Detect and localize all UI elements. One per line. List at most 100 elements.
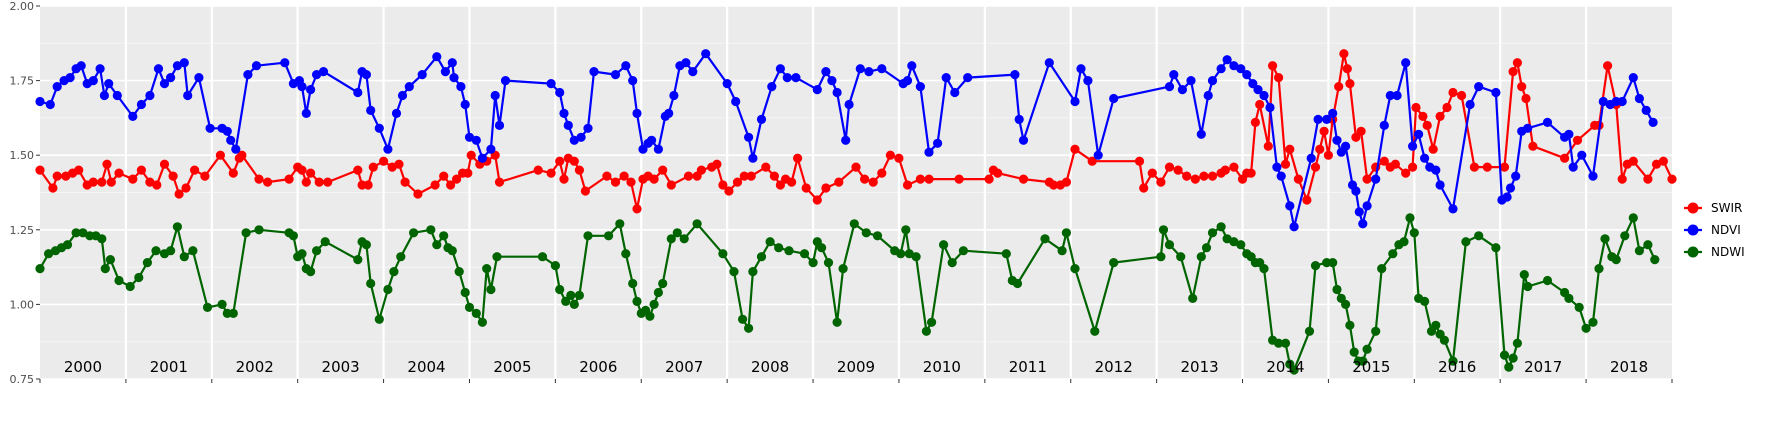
data-point: [555, 156, 565, 166]
data-point: [782, 73, 792, 83]
data-point: [383, 284, 393, 295]
data-point: [1070, 96, 1080, 107]
data-point: [353, 87, 363, 98]
data-point: [368, 162, 378, 172]
data-point: [464, 302, 475, 312]
data-point: [1385, 90, 1395, 101]
data-point: [580, 186, 591, 196]
data-point: [1448, 87, 1458, 98]
data-point: [439, 171, 449, 181]
data-point: [1220, 165, 1230, 175]
data-point: [142, 258, 152, 268]
year-label: 2009: [837, 358, 875, 376]
data-point: [868, 177, 878, 187]
data-point: [683, 171, 694, 181]
data-point: [1508, 67, 1518, 77]
data-point: [821, 67, 831, 77]
data-point: [1617, 174, 1627, 184]
data-point: [1332, 135, 1342, 145]
data-point: [172, 222, 182, 232]
data-point: [1265, 102, 1275, 113]
data-point: [546, 168, 556, 178]
data-point: [153, 64, 164, 74]
data-point: [1323, 150, 1333, 160]
data-point: [1581, 323, 1591, 333]
data-point: [574, 165, 585, 175]
data-point: [44, 249, 54, 259]
data-point: [1428, 144, 1438, 154]
data-point: [645, 311, 655, 321]
data-point: [821, 183, 831, 193]
data-point: [1508, 353, 1518, 363]
data-point: [48, 183, 58, 193]
data-point: [97, 177, 107, 187]
data-point: [383, 144, 393, 154]
data-point: [1302, 195, 1312, 205]
data-point: [1523, 123, 1533, 133]
data-point: [1207, 76, 1218, 86]
data-point: [1250, 117, 1260, 127]
data-point: [1044, 58, 1054, 68]
data-point: [692, 219, 702, 229]
year-label: 2006: [579, 358, 617, 376]
data-point: [297, 249, 307, 259]
data-point: [615, 219, 625, 229]
data-point: [215, 150, 225, 160]
data-point: [1083, 76, 1093, 86]
data-point: [924, 147, 934, 157]
data-point: [1190, 174, 1200, 184]
data-point: [1491, 243, 1501, 253]
data-point: [718, 180, 728, 190]
data-point: [679, 234, 689, 244]
data-point: [181, 183, 191, 193]
data-point: [76, 61, 86, 71]
legend: SWIR NDVI NDWI: [1684, 201, 1745, 259]
data-point: [729, 267, 739, 277]
data-point: [477, 153, 487, 163]
data-point: [722, 79, 732, 89]
data-point: [1001, 249, 1011, 259]
data-point: [589, 67, 599, 77]
data-point: [1164, 162, 1175, 172]
data-point: [134, 272, 144, 283]
data-point: [174, 189, 184, 199]
data-point: [1246, 168, 1256, 178]
data-point: [1268, 61, 1278, 71]
data-point: [1643, 240, 1653, 250]
year-dividers: [124, 6, 1588, 379]
data-point: [555, 284, 565, 295]
data-point: [228, 308, 238, 318]
data-point: [284, 174, 294, 184]
data-point: [500, 76, 511, 86]
data-point: [471, 135, 481, 145]
data-point: [1259, 90, 1269, 101]
data-point: [318, 67, 329, 77]
data-point: [361, 70, 371, 80]
data-point: [911, 252, 921, 262]
data-point: [664, 108, 674, 118]
data-point: [1523, 281, 1533, 292]
data-point: [832, 87, 842, 98]
data-point: [583, 123, 593, 133]
data-point: [666, 234, 676, 244]
data-point: [1158, 225, 1169, 235]
data-point: [200, 171, 210, 181]
data-point: [559, 108, 569, 118]
data-point: [263, 177, 273, 187]
data-point: [1319, 126, 1329, 136]
y-axis: 0.75 1.00 1.25 1.50 1.75 2.00: [10, 0, 40, 386]
data-point: [1512, 338, 1522, 348]
data-point: [1304, 326, 1315, 336]
data-point: [1306, 153, 1316, 163]
data-point: [1313, 114, 1323, 124]
data-point: [550, 261, 561, 271]
data-point: [391, 108, 402, 118]
data-point: [1255, 99, 1265, 110]
data-point: [950, 87, 960, 98]
data-point: [915, 174, 926, 184]
data-point: [463, 168, 473, 178]
data-point: [832, 317, 842, 327]
data-point: [1280, 338, 1291, 348]
data-point: [297, 165, 307, 175]
data-point: [793, 153, 803, 163]
